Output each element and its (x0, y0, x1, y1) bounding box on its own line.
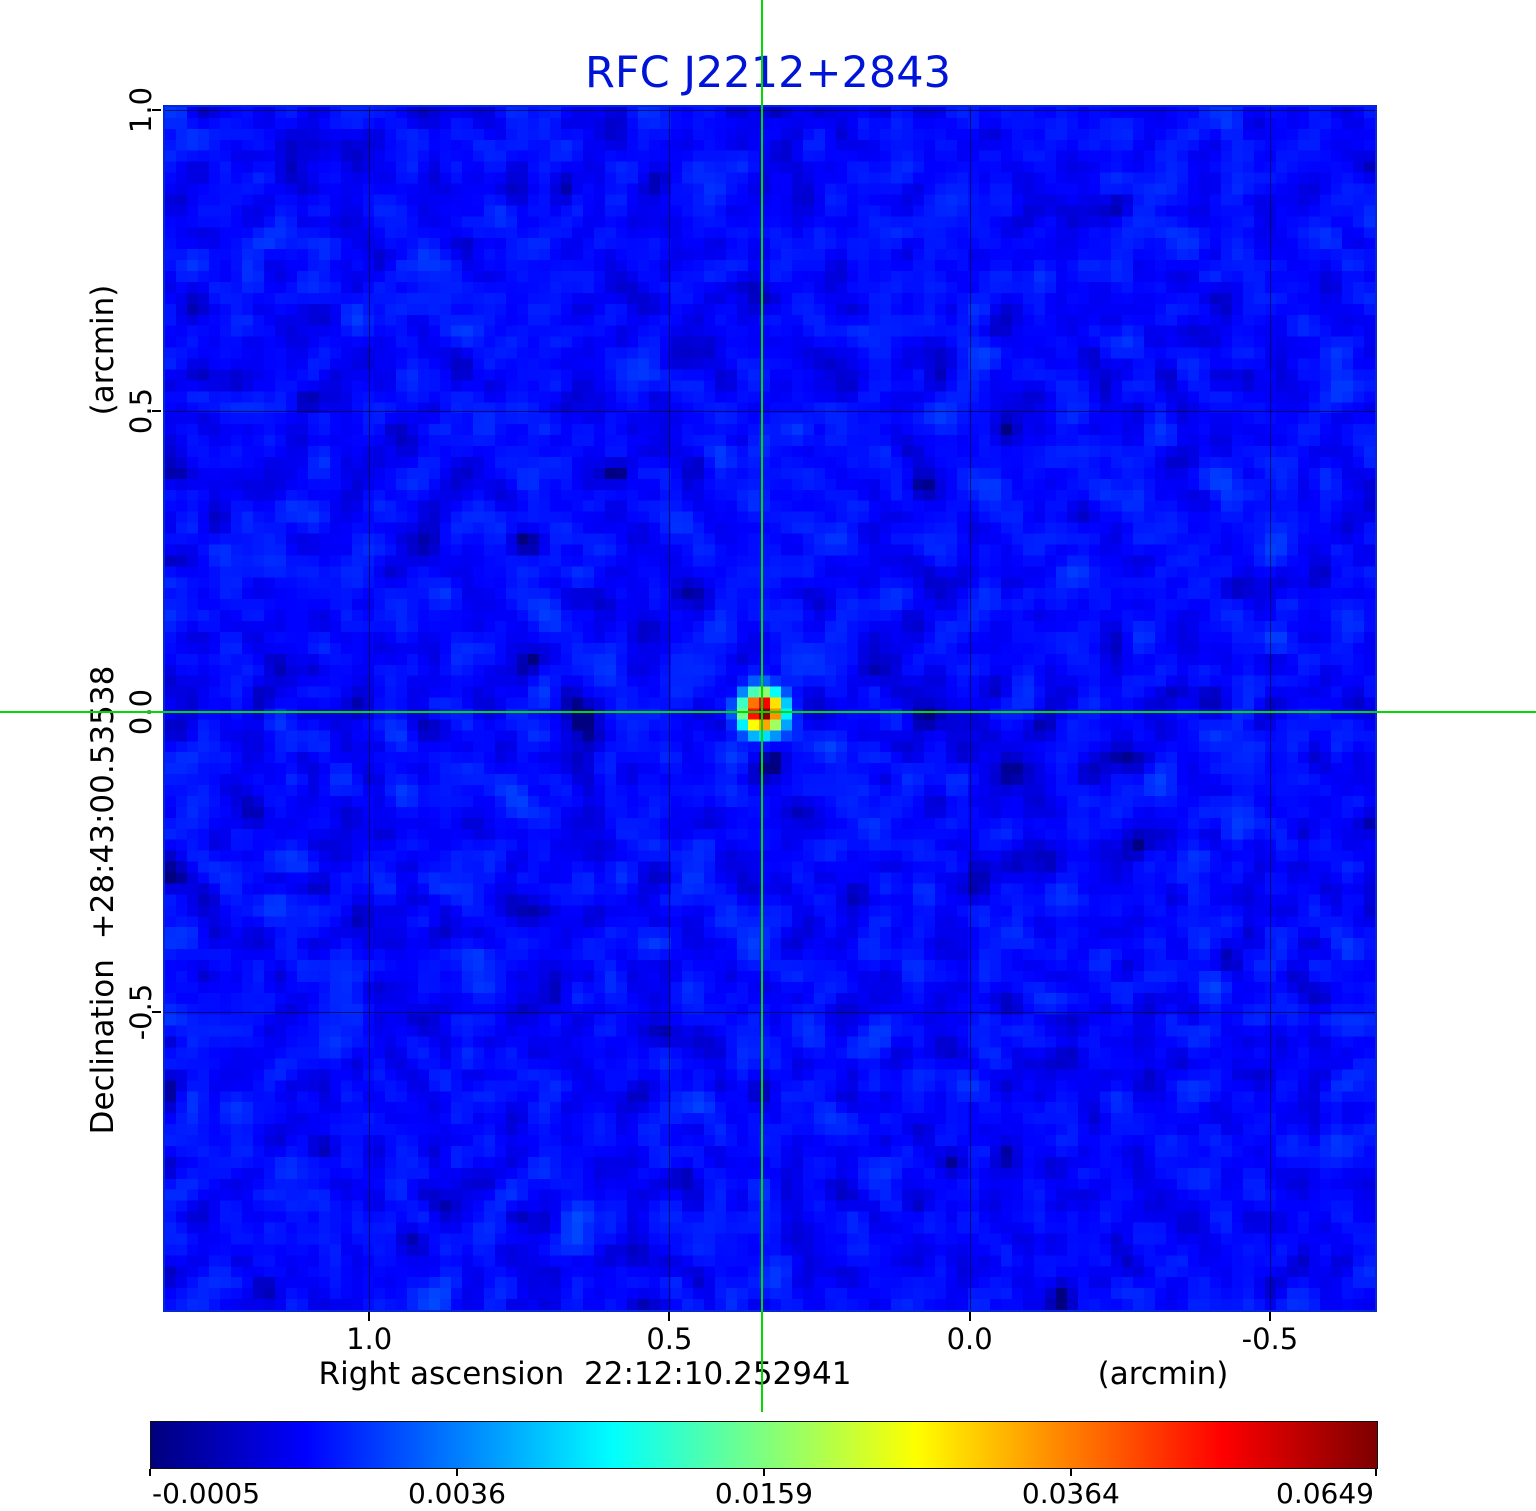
x-tick-label: 0.5 (646, 1322, 693, 1356)
colorbar-tick-label: 0.0159 (714, 1477, 813, 1510)
plot-area (163, 105, 1377, 1312)
x-axis-label: Right ascension 22:12:10.252941 (318, 1356, 852, 1392)
x-tick-mark (668, 1312, 671, 1321)
x-tick-mark (1268, 1312, 1271, 1321)
chart-title: RFC J2212+2843 (585, 48, 951, 98)
colorbar-tick-mark (1375, 1469, 1377, 1476)
intensity-map-canvas (165, 107, 1375, 1310)
colorbar-tick-mark (762, 1469, 765, 1476)
y-axis-label: Declination +28:43:00.53538 (85, 665, 121, 1135)
x-tick-label: -0.5 (1241, 1322, 1299, 1356)
colorbar: -0.0005 0.0036 0.0159 0.0364 0.0649 (149, 1421, 1378, 1510)
colorbar-tick-mark (455, 1469, 458, 1476)
y-tick-mark (152, 409, 161, 412)
colorbar-gradient-canvas (150, 1421, 1378, 1469)
x-tick-mark (368, 1312, 371, 1321)
colorbar-tick-label: 0.0649 (1276, 1477, 1374, 1510)
y-tick-mark (152, 109, 161, 111)
colorbar-tick-label: 0.0036 (407, 1477, 506, 1510)
x-tick-label: 1.0 (346, 1322, 393, 1356)
x-tick-mark (968, 1312, 971, 1321)
colorbar-tick-mark (149, 1469, 151, 1476)
x-axis-unit-label: (arcmin) (1097, 1356, 1229, 1392)
colorbar-tick-mark (1069, 1469, 1072, 1476)
y-axis-unit-label: (arcmin) (85, 284, 121, 416)
x-tick-label: 0.0 (946, 1322, 993, 1356)
y-tick-mark (152, 1011, 161, 1014)
crosshair-vertical-line (761, 0, 764, 1412)
colorbar-tick-label: -0.0005 (151, 1477, 261, 1510)
colorbar-tick-label: 0.0364 (1021, 1477, 1120, 1510)
crosshair-horizontal-line (0, 710, 1536, 713)
